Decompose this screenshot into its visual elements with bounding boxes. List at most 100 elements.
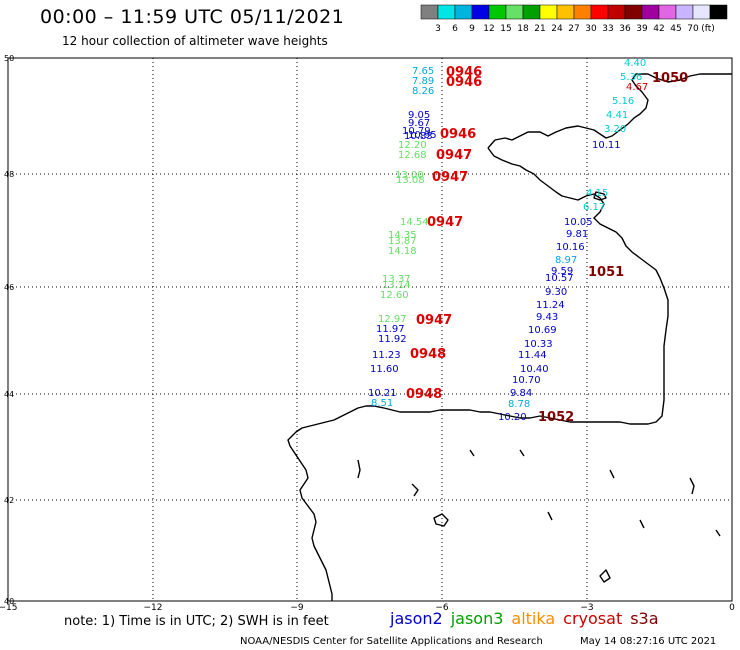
swh-value-label: 8.97 [555, 255, 577, 266]
swh-value-label: 8.26 [412, 86, 434, 97]
satellite-legend-s3a: s3a [630, 609, 659, 628]
colorbar-label: 3 [435, 24, 441, 34]
colorbar-label: 9 [469, 24, 475, 34]
swh-value-label: 4.15 [586, 188, 608, 199]
map-title: 00:00 – 11:59 UTC 05/11/2021 [40, 6, 345, 28]
colorbar-label: 12 [483, 24, 494, 34]
footer-timestamp: May 14 08:27:16 UTC 2021 [580, 636, 717, 647]
swh-value-label: 9.43 [536, 312, 558, 323]
pass-time-label: 0947 [436, 148, 472, 163]
coastline-brittany-south [487, 147, 669, 425]
pass-time-label: 0948 [406, 387, 442, 402]
longitude-tick-label: −9 [290, 603, 304, 613]
swh-value-label: 9.81 [566, 229, 588, 240]
swh-value-label: 4.67 [626, 82, 648, 93]
pass-time-label: 0946 [446, 65, 482, 80]
colorbar-swatch [573, 4, 592, 20]
swh-value-label: 8.51 [371, 398, 393, 409]
swh-value-label: 12.20 [398, 140, 427, 151]
longitude-tick-label: −15 [0, 603, 18, 613]
swh-value-label: 5.16 [612, 96, 634, 107]
swh-value-label: 7.89 [412, 76, 434, 87]
swh-value-label: 3.20 [604, 124, 626, 135]
colorbar-swatch [675, 4, 694, 20]
colorbar-swatch [692, 4, 711, 20]
pass-time-label: 0947 [432, 170, 468, 185]
swh-value-label: 10.16 [556, 242, 585, 253]
island-1 [593, 191, 607, 201]
satellite-legend: jason2 jason3 altika cryosat s3a [390, 609, 667, 628]
swh-value-label: 11.92 [378, 334, 407, 345]
colorbar-swatch [488, 4, 507, 20]
swh-value-label: 9.67 [408, 118, 430, 129]
coastline-brittany [487, 73, 732, 149]
swh-value-label: 4.41 [606, 110, 628, 121]
longitude-tick-label: −12 [144, 603, 163, 613]
island-4 [357, 459, 361, 479]
colorbar-label: 70 [687, 24, 699, 34]
swh-value-label: 10.21 [368, 388, 397, 399]
swh-value-label: 10.69 [528, 325, 557, 336]
swh-value-label: 14.35 [388, 230, 417, 241]
footer-credit: NOAA/NESDIS Center for Satellite Applica… [240, 636, 543, 647]
swh-value-label: 10.57 [545, 273, 574, 284]
colorbar-swatch [437, 4, 456, 20]
colorbar-label: 21 [534, 24, 545, 34]
swh-value-label: 13.00 [395, 170, 424, 181]
swh-value-label: 12.68 [398, 150, 427, 161]
island-11 [609, 469, 615, 479]
island-3 [599, 569, 611, 583]
pass-time-label: 1051 [588, 265, 624, 280]
colorbar-swatch [454, 4, 473, 20]
colorbar-swatch [539, 4, 558, 20]
colorbar-label: 24 [551, 24, 563, 34]
swh-value-label: 11.60 [370, 364, 399, 375]
pass-time-label: 1050 [652, 71, 688, 86]
colorbar-swatch [658, 4, 677, 20]
colorbar-label: 33 [602, 24, 613, 34]
swh-value-label: 8.78 [508, 399, 530, 410]
swh-value-label: 12.60 [380, 290, 409, 301]
pass-time-label: 0946 [446, 75, 482, 90]
pass-time-label: 0948 [410, 347, 446, 362]
satellite-legend-jason2: jason2 [390, 609, 443, 628]
island-8 [547, 511, 553, 521]
graticule: 50 48 46 44 42 40−15 −12 −9 −6 −3 0 [0, 54, 735, 613]
island-6 [689, 477, 695, 495]
swh-value-label: 9.84 [510, 388, 532, 399]
island-12 [639, 519, 645, 529]
swh-value-label: 6.17 [583, 202, 605, 213]
latitude-tick-label: 48 [4, 170, 14, 179]
longitude-tick-label: −6 [435, 603, 449, 613]
latitude-tick-label: 46 [4, 283, 14, 292]
colorbar-swatch [590, 4, 609, 20]
colorbar-label: 15 [500, 24, 511, 34]
observation-labels: 7.657.898.26 9.059.6710.7910.8310.9512.20… [368, 58, 688, 425]
satellite-legend-altika: altika [511, 609, 556, 628]
swh-value-label: 11.44 [518, 350, 547, 361]
swh-value-label: 10.70 [512, 375, 541, 386]
satellite-legend-cryosat: cryosat [563, 609, 623, 628]
pass-time-label: 0946 [440, 127, 476, 142]
longitude-tick-label: 0 [729, 603, 735, 613]
pass-time-label: 0947 [427, 215, 463, 230]
swh-value-label: 5.36 [620, 72, 642, 83]
colorbar-swatch [624, 4, 643, 20]
swh-value-label: 7.65 [412, 66, 434, 77]
pass-time-label: 1052 [538, 410, 574, 425]
swh-value-label: 12.97 [378, 314, 407, 325]
island-5 [411, 483, 419, 497]
map-frame [7, 57, 733, 602]
island-7 [715, 529, 721, 537]
island-10 [519, 449, 525, 457]
satellite-legend-jason3: jason3 [450, 609, 504, 628]
swh-value-label: 10.83 [404, 131, 433, 142]
swh-value-label: 14.54 [400, 217, 429, 228]
island-9 [469, 449, 475, 457]
swh-value-label: 11.97 [376, 324, 405, 335]
colorbar-swatch [471, 4, 490, 20]
legend-note: note: 1) Time is in UTC; 2) SWH is in fe… [64, 614, 329, 629]
colorbar-label: 45 [670, 24, 681, 34]
colorbar-label: 39 [636, 24, 648, 34]
colorbar-label: 27 [568, 24, 579, 34]
